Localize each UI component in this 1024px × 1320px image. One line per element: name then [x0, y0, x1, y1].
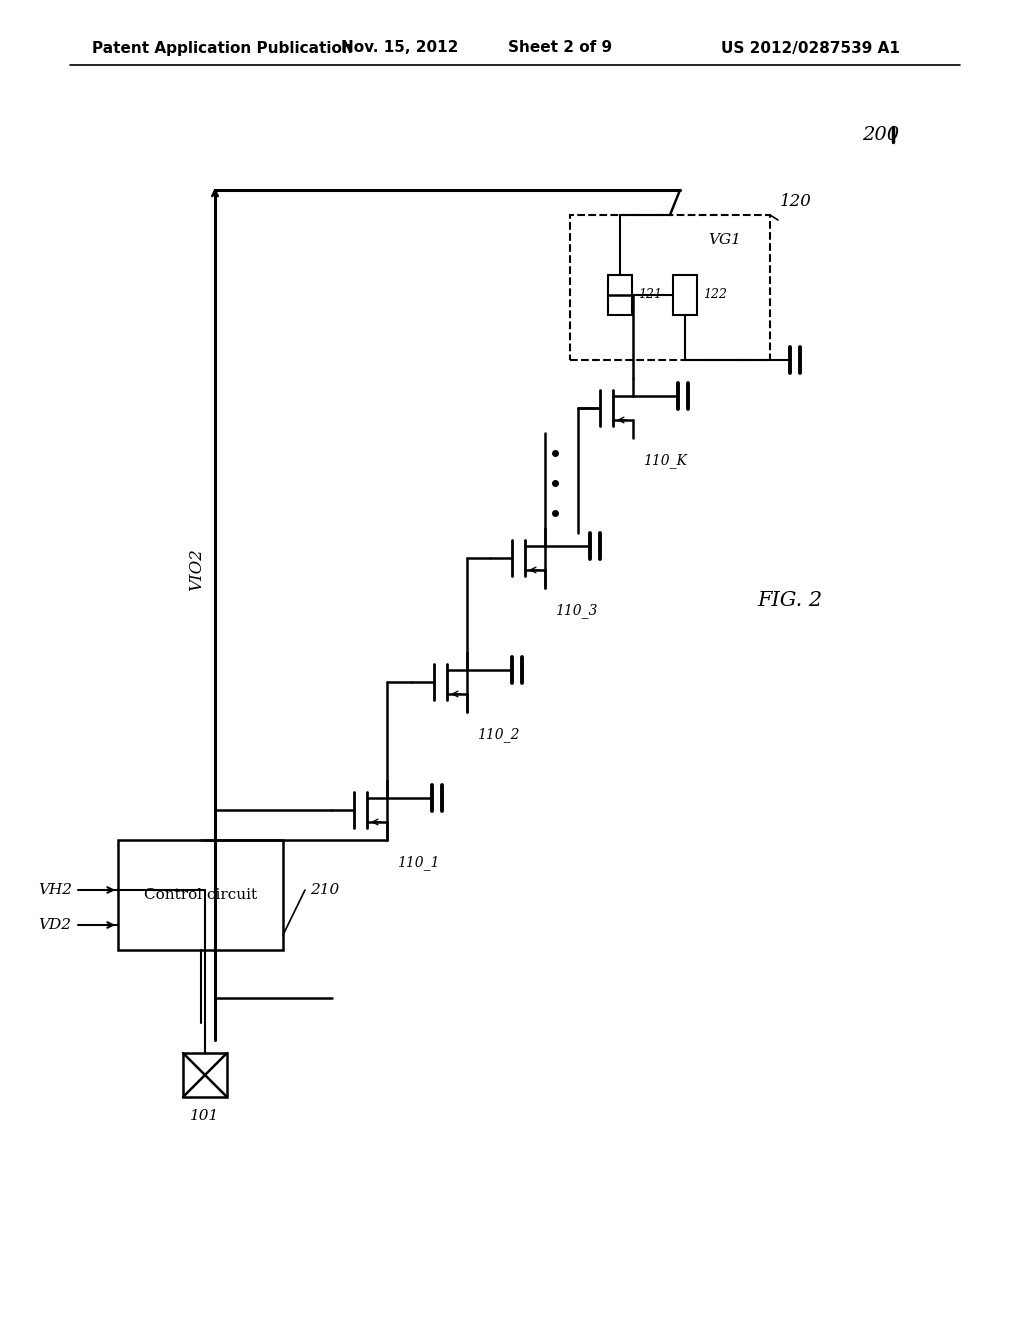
Text: VH2: VH2	[38, 883, 72, 898]
Bar	[570, 215, 770, 360]
Text: 110_2: 110_2	[477, 727, 519, 742]
Text: VIO2: VIO2	[188, 549, 206, 591]
Bar	[608, 275, 632, 315]
Text: 121: 121	[638, 289, 662, 301]
Text: 110_3: 110_3	[555, 603, 597, 618]
Text: Control circuit: Control circuit	[144, 888, 257, 902]
Bar	[183, 1053, 227, 1097]
Bar	[673, 275, 697, 315]
Text: 120: 120	[780, 193, 812, 210]
Text: VG1: VG1	[709, 234, 741, 247]
Text: VD2: VD2	[39, 917, 72, 932]
Text: FIG. 2: FIG. 2	[758, 590, 822, 610]
Text: 210: 210	[310, 883, 339, 898]
Text: 122: 122	[703, 289, 727, 301]
Text: 110_K: 110_K	[643, 453, 687, 467]
Text: Nov. 15, 2012: Nov. 15, 2012	[341, 41, 459, 55]
Text: 110_1: 110_1	[397, 855, 439, 870]
Text: 101: 101	[190, 1109, 219, 1123]
Text: Patent Application Publication: Patent Application Publication	[92, 41, 352, 55]
Text: US 2012/0287539 A1: US 2012/0287539 A1	[721, 41, 899, 55]
Text: Sheet 2 of 9: Sheet 2 of 9	[508, 41, 612, 55]
Bar	[118, 840, 283, 950]
Text: 200: 200	[862, 125, 899, 144]
